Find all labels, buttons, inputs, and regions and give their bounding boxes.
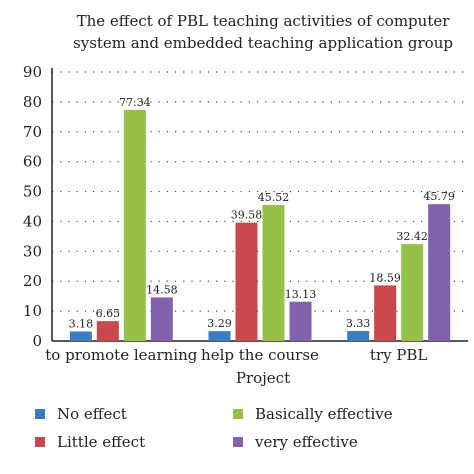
chart-title-line: system and embedded teaching application…: [73, 34, 453, 52]
legend-label: Little effect: [57, 433, 145, 451]
legend-swatch: [35, 437, 45, 447]
bar-value-label: 45.79: [423, 190, 455, 203]
bar: [347, 331, 370, 341]
y-tick-label: 80: [23, 93, 42, 111]
y-tick-label: 30: [23, 242, 42, 260]
chart-title-line: The effect of PBL teaching activities of…: [77, 12, 451, 30]
bar: [123, 109, 146, 342]
axes: [51, 68, 468, 342]
bar: [150, 297, 173, 341]
legend-label: No effect: [57, 405, 127, 423]
bar: [262, 204, 285, 341]
bar: [289, 301, 312, 341]
bar: [235, 222, 258, 341]
value-labels: 3.186.65 77.34 14.58 3.29 39.58 45.52 13.13 3.3…: [69, 96, 455, 331]
y-tick-label: 20: [23, 272, 42, 290]
bar: [428, 204, 451, 341]
bar: [96, 321, 119, 341]
bar-value-label: 45.52: [258, 191, 290, 204]
bar-value-label: 77.34: [119, 96, 151, 109]
bar: [374, 285, 397, 341]
bar-value-label: 14.58: [146, 283, 178, 296]
legend-swatch: [35, 409, 45, 419]
y-tick-label: 10: [23, 302, 42, 320]
legend-label: very effective: [254, 433, 358, 451]
bar-value-label: 39.58: [231, 209, 263, 222]
bar-value-label: 18.59: [369, 271, 401, 284]
x-axis-label: Project: [236, 369, 290, 387]
legend-swatch: [233, 409, 243, 419]
bar-value-label: 13.13: [285, 288, 317, 301]
bar: [69, 331, 92, 341]
bar-value-label: 3.33: [346, 317, 371, 330]
y-tick-labels: 0 10 20 30 40 50 60 70 80 90: [23, 63, 42, 350]
bars: [69, 109, 451, 342]
bar-value-label: 3.18: [69, 317, 94, 330]
legend: No effect Little effect Basically effectiv…: [35, 405, 393, 451]
category-label: try PBL: [370, 346, 428, 364]
chart-title: The effect of PBL teaching activities of…: [73, 12, 453, 52]
bar-value-label: 32.42: [396, 230, 428, 243]
bar: [208, 331, 231, 341]
bar-value-label: 3.29: [207, 317, 232, 330]
bar-value-label: 6.65: [96, 307, 121, 320]
legend-swatch: [233, 437, 243, 447]
y-tick-label: 70: [23, 123, 42, 141]
legend-label: Basically effective: [255, 405, 393, 423]
y-tick-label: 50: [23, 183, 42, 201]
bar: [401, 244, 424, 341]
y-tick-label: 40: [23, 212, 42, 230]
y-tick-label: 0: [32, 332, 42, 350]
category-label: to promote learning: [45, 346, 197, 364]
y-tick-label: 90: [23, 63, 42, 81]
category-label: help the course: [201, 346, 319, 364]
category-labels: to promote learning help the course try PB…: [45, 346, 427, 364]
y-tick-label: 60: [23, 153, 42, 171]
